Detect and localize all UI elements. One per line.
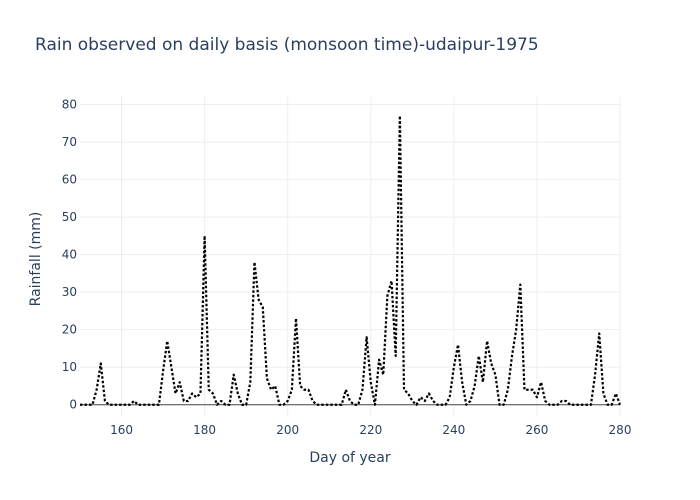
y-tick-label: 40 <box>62 248 77 262</box>
x-axis-ticks: 160 180 200 220 240 260 280 <box>110 423 631 437</box>
y-tick-label: 70 <box>62 135 77 149</box>
x-tick-label: 200 <box>276 423 299 437</box>
x-tick-label: 260 <box>525 423 548 437</box>
x-tick-label: 280 <box>609 423 632 437</box>
y-axis-title: Rainfall (mm) <box>28 212 44 307</box>
x-tick-label: 220 <box>359 423 382 437</box>
y-tick-label: 80 <box>62 98 77 112</box>
rainfall-series-line <box>80 114 622 406</box>
y-tick-label: 50 <box>62 210 77 224</box>
y-tick-label: 30 <box>62 285 77 299</box>
x-tick-label: 180 <box>193 423 216 437</box>
plot-area <box>80 114 622 406</box>
x-axis-title: Day of year <box>309 450 391 466</box>
y-tick-label: 0 <box>69 398 77 412</box>
y-tick-label: 20 <box>62 323 77 337</box>
y-axis-ticks: 0 10 20 30 40 50 60 70 80 <box>62 98 77 412</box>
x-tick-label: 160 <box>110 423 133 437</box>
x-tick-label: 240 <box>442 423 465 437</box>
chart-title: Rain observed on daily basis (monsoon ti… <box>35 35 539 55</box>
grid <box>80 97 621 416</box>
y-tick-label: 10 <box>62 360 77 374</box>
y-tick-label: 60 <box>62 173 77 187</box>
